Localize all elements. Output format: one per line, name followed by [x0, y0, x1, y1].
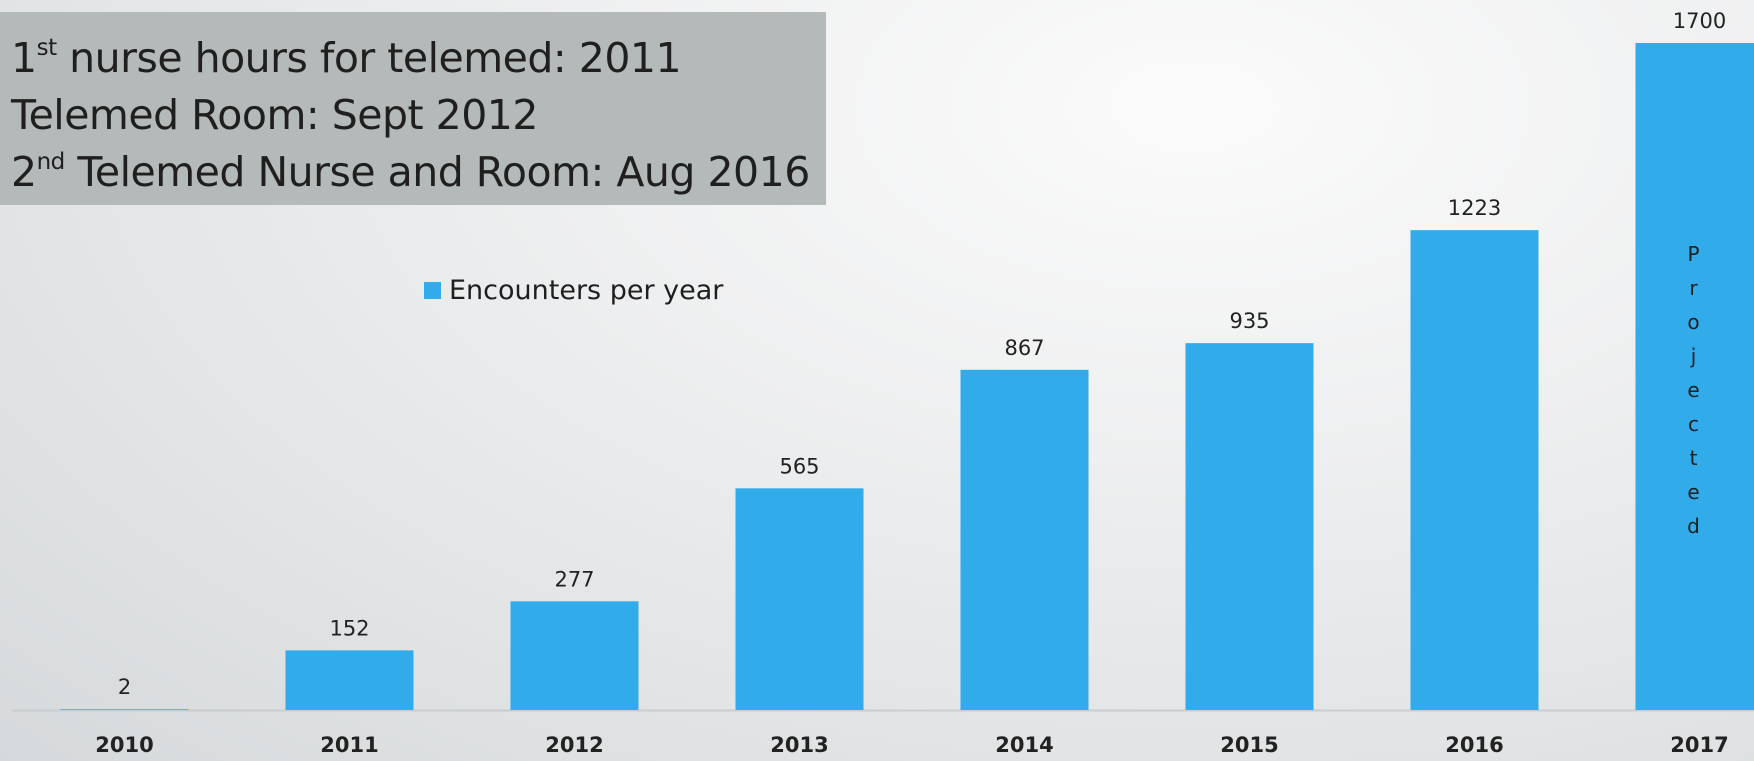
note-second-number: 2 — [11, 148, 37, 196]
legend-label: Encounters per year — [449, 275, 724, 306]
x-tick-2011: 2011 — [320, 733, 378, 757]
x-tick-2012: 2012 — [545, 733, 603, 757]
bar-2012 — [510, 601, 639, 710]
x-tick-2014: 2014 — [995, 733, 1053, 757]
data-label-2010: 2 — [118, 675, 131, 699]
bar-2016 — [1410, 230, 1539, 711]
legend-swatch — [424, 282, 441, 299]
bar-2014 — [960, 369, 1089, 710]
data-label-2015: 935 — [1229, 309, 1269, 333]
chart-legend: Encounters per year — [424, 275, 723, 306]
bar-2010 — [60, 709, 189, 710]
data-label-2014: 867 — [1004, 336, 1044, 360]
bar-2013 — [735, 488, 864, 710]
note-second-nurse-room: 2nd Telemed Nurse and Room: Aug 2016 — [11, 144, 826, 201]
note-second-text: Telemed Nurse and Room: Aug 2016 — [64, 148, 810, 196]
notes-box: 1st nurse hours for telemed: 2011 Teleme… — [0, 12, 826, 205]
x-tick-2016: 2016 — [1445, 733, 1503, 757]
note-telemed-room: Telemed Room: Sept 2012 — [11, 91, 538, 139]
data-label-2011: 152 — [329, 616, 369, 640]
note-first-ordinal: st — [36, 35, 58, 61]
note-first-number: 1 — [11, 34, 37, 82]
note-second-ordinal: nd — [36, 149, 66, 175]
bar-2015 — [1185, 343, 1314, 710]
note-first-text: nurse hours for telemed: 2011 — [56, 34, 682, 82]
data-label-2016: 1223 — [1448, 196, 1501, 220]
x-tick-2015: 2015 — [1220, 733, 1278, 757]
x-tick-2013: 2013 — [770, 733, 828, 757]
bar-2011 — [285, 650, 414, 710]
note-first-nurse-hours: 1st nurse hours for telemed: 2011 — [11, 30, 826, 87]
x-tick-2017: 2017 — [1670, 733, 1728, 757]
data-label-2013: 565 — [779, 454, 819, 478]
data-label-2017: 1700 — [1673, 9, 1726, 33]
bar-2017 — [1635, 43, 1754, 710]
x-tick-2010: 2010 — [95, 733, 153, 757]
data-label-2012: 277 — [554, 567, 594, 591]
